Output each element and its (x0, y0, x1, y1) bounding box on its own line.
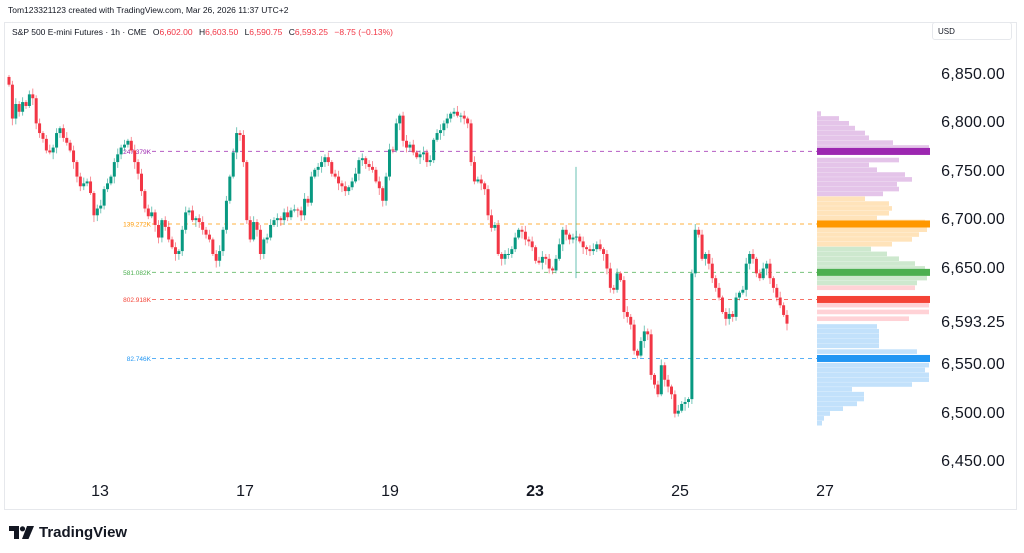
open-label: O (152, 27, 160, 37)
price-tick-label: 6,750.00 (941, 162, 1005, 180)
chart-frame (4, 22, 1017, 510)
poc-bar (817, 220, 930, 228)
price-tick-label: 6,550.00 (941, 356, 1005, 374)
poc-bar (817, 295, 930, 303)
tradingview-logo[interactable]: TradingView (9, 524, 127, 541)
time-tick-label: 27 (816, 483, 834, 500)
attribution-text: Tom123321123 created with TradingView.co… (8, 5, 289, 15)
symbol-name[interactable]: S&P 500 E-mini Futures · 1h · CME (12, 27, 147, 37)
high-value: 6,603.50 (205, 27, 239, 37)
poc-bar (817, 354, 930, 362)
price-tick-label: 6,450.00 (941, 453, 1005, 470)
time-tick-label: 23 (526, 483, 544, 500)
price-tick-label: 6,800.00 (941, 114, 1005, 132)
currency-selector[interactable]: USD (932, 22, 1012, 40)
price-axis[interactable]: 6,850.00 6,800.00 6,750.00 6,700.00 6,650.00… (925, 40, 1017, 480)
open-value: 6,602.00 (159, 27, 193, 37)
level-label: 581.082K (123, 270, 151, 277)
level-label: 247.379K (123, 149, 151, 156)
price-tick-label: 6,650.00 (941, 259, 1005, 277)
close-label: C (288, 27, 295, 37)
poc-bar (817, 147, 930, 155)
low-label: L (244, 27, 250, 37)
logo-text: TradingView (39, 524, 128, 541)
low-value: 6,590.75 (249, 27, 283, 37)
symbol-legend: S&P 500 E-mini Futures · 1h · CME O6,602… (12, 27, 393, 37)
time-tick-label: 17 (236, 483, 254, 500)
time-tick-label: 25 (671, 483, 689, 500)
tradingview-logo-icon (9, 526, 34, 539)
candles (7, 75, 789, 418)
poc-bar (817, 268, 930, 276)
high-label: H (198, 27, 206, 37)
level-label: 82.746K (127, 356, 152, 363)
price-tick-label: 6,850.00 (941, 66, 1005, 83)
time-tick-label: 19 (381, 483, 399, 500)
change-value: −8.75 (−0.13%) (334, 27, 393, 37)
close-value: 6,593.25 (294, 27, 328, 37)
level-label: 802.918K (123, 297, 151, 304)
time-tick-label: 13 (91, 483, 109, 500)
current-price-label: 6,593.25 (941, 314, 1005, 332)
price-tick-label: 6,700.00 (941, 211, 1005, 229)
level-label: 139.272K (123, 221, 151, 228)
price-tick-label: 6,500.00 (941, 404, 1005, 422)
volume-profile (817, 111, 929, 426)
